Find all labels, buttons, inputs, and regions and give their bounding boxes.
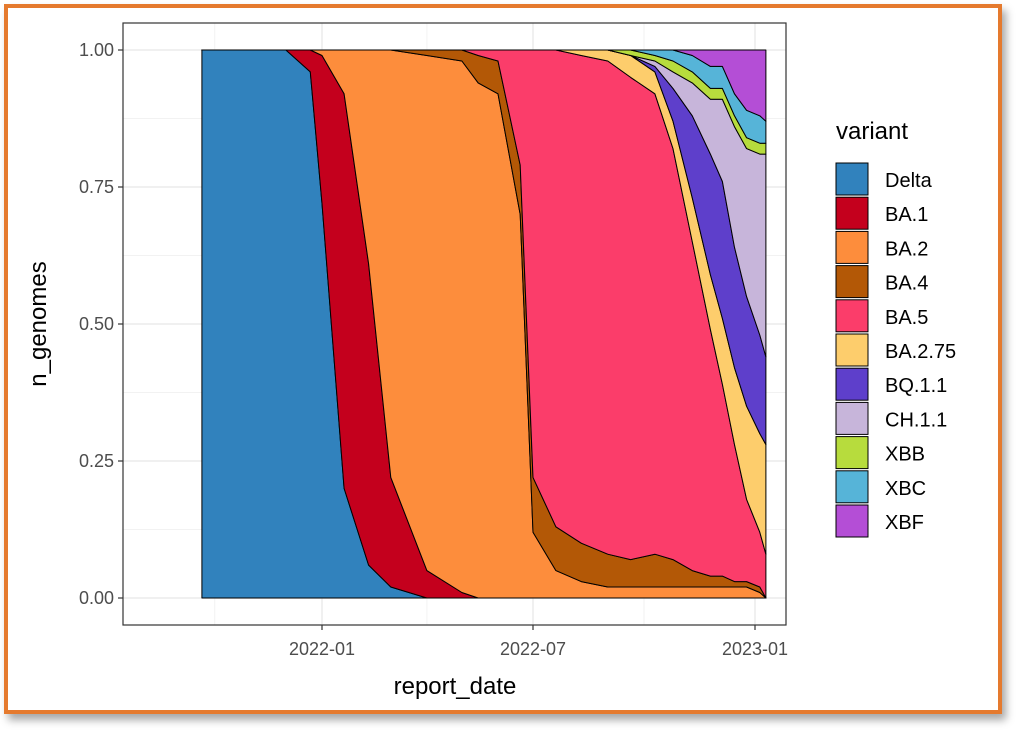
legend-label: BA.2.75 — [885, 341, 956, 363]
legend-key — [835, 299, 869, 333]
legend-key — [835, 470, 869, 504]
plot-area — [122, 22, 787, 626]
y-tick-label: 0.50 — [79, 314, 114, 334]
legend-key — [835, 196, 869, 230]
legend-key — [835, 436, 869, 470]
legend-title: variant — [836, 118, 908, 145]
legend-key — [835, 504, 869, 538]
legend-key — [835, 162, 869, 196]
legend-key — [835, 265, 869, 299]
y-tick-label: 0.25 — [79, 451, 114, 471]
y-axis-title: n_genomes — [25, 261, 52, 386]
x-tick-label: 2023-01 — [722, 639, 788, 659]
legend-key — [835, 230, 869, 264]
legend-key — [835, 401, 869, 435]
axes: report_date n_genomes 0.00 0.25 0.50 0.75 1.… — [25, 40, 788, 700]
legend-label: BA.2 — [885, 238, 928, 260]
legend-label: Delta — [885, 170, 933, 192]
x-axis-title: report_date — [394, 673, 517, 700]
legend-label: CH.1.1 — [885, 409, 947, 431]
legend-label: XBF — [885, 512, 924, 534]
legend-key — [835, 367, 869, 401]
x-tick-label: 2022-07 — [500, 639, 566, 659]
legend-label: XBC — [885, 478, 926, 500]
area-xbf — [201, 49, 767, 122]
legend-key — [835, 333, 869, 367]
legend-label: BQ.1.1 — [885, 375, 947, 397]
x-tick-label: 2022-01 — [289, 639, 355, 659]
legend-label: XBB — [885, 444, 925, 466]
legend-label: BA.5 — [885, 307, 928, 329]
y-tick-label: 1.00 — [79, 40, 114, 60]
legend: variant Delta BA.1 BA.2 BA.4 BA.5 BA.2.75 BQ.1… — [835, 118, 956, 538]
legend-label: BA.1 — [885, 204, 928, 226]
y-tick-label: 0.75 — [79, 177, 114, 197]
legend-label: BA.4 — [885, 273, 928, 295]
y-tick-label: 0.00 — [79, 588, 114, 608]
